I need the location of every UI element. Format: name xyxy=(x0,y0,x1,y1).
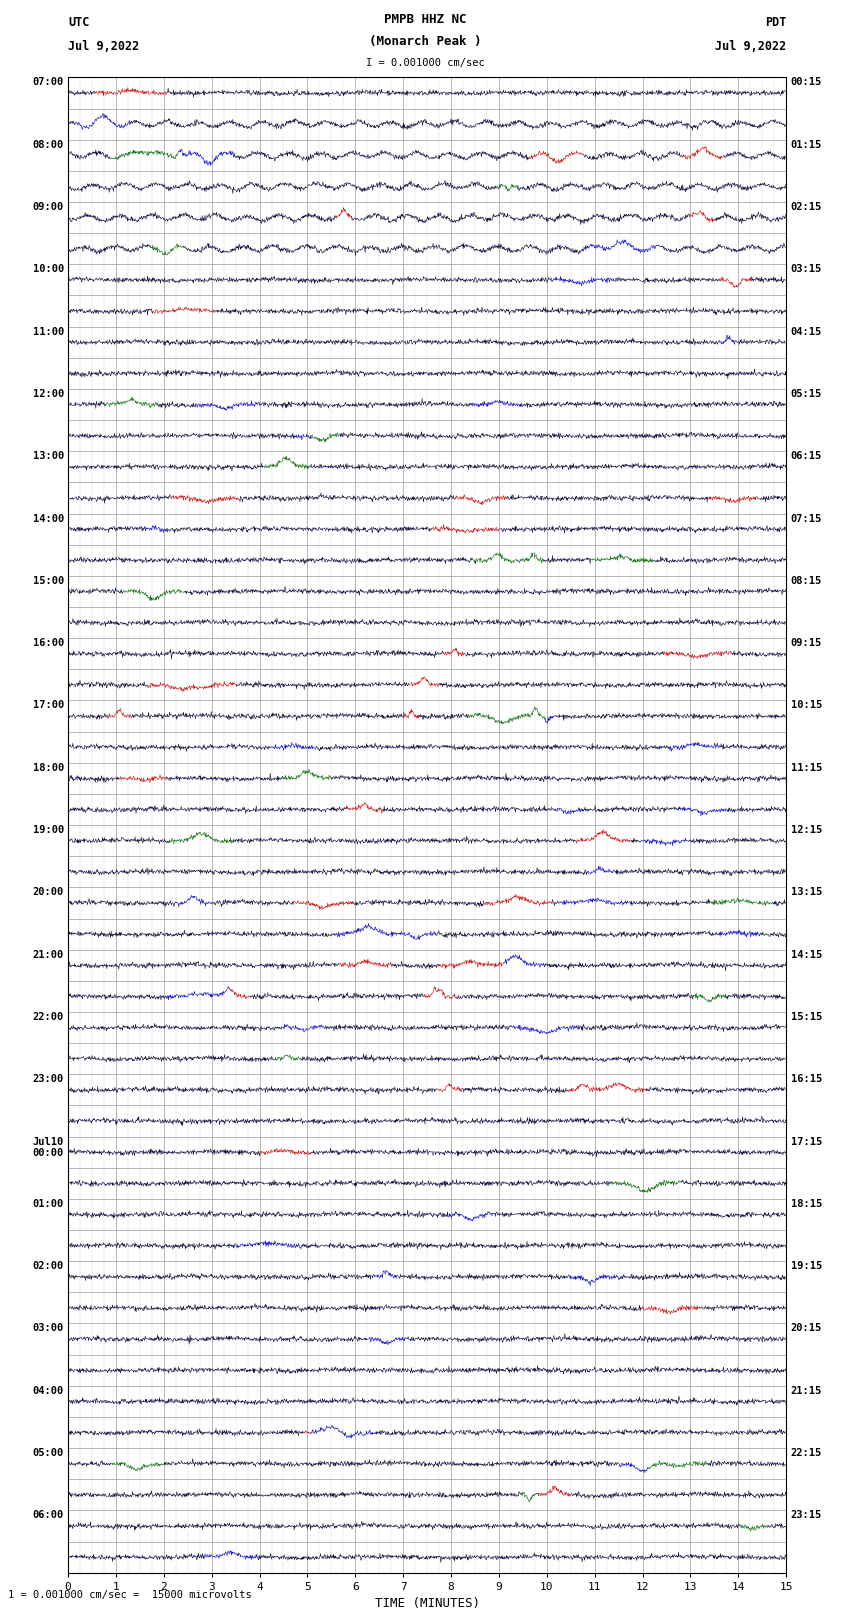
Text: 04:15: 04:15 xyxy=(790,326,822,337)
Text: 13:15: 13:15 xyxy=(790,887,822,897)
Text: 12:15: 12:15 xyxy=(790,826,822,836)
Text: 01:00: 01:00 xyxy=(32,1198,64,1208)
Text: 07:00: 07:00 xyxy=(32,77,64,87)
Text: 20:00: 20:00 xyxy=(32,887,64,897)
Text: 05:00: 05:00 xyxy=(32,1448,64,1458)
Text: 13:00: 13:00 xyxy=(32,452,64,461)
Text: 09:00: 09:00 xyxy=(32,202,64,211)
Text: 11:15: 11:15 xyxy=(790,763,822,773)
Text: 19:00: 19:00 xyxy=(32,826,64,836)
Text: 08:15: 08:15 xyxy=(790,576,822,586)
Text: 09:15: 09:15 xyxy=(790,639,822,648)
Text: 16:15: 16:15 xyxy=(790,1074,822,1084)
Text: 03:00: 03:00 xyxy=(32,1323,64,1334)
Text: 23:00: 23:00 xyxy=(32,1074,64,1084)
Text: 08:00: 08:00 xyxy=(32,140,64,150)
Text: 14:00: 14:00 xyxy=(32,513,64,524)
Text: 1 = 0.001000 cm/sec =  15000 microvolts: 1 = 0.001000 cm/sec = 15000 microvolts xyxy=(8,1590,252,1600)
Text: 16:00: 16:00 xyxy=(32,639,64,648)
Text: 00:15: 00:15 xyxy=(790,77,822,87)
Text: 22:00: 22:00 xyxy=(32,1011,64,1023)
Text: 10:00: 10:00 xyxy=(32,265,64,274)
Text: PDT: PDT xyxy=(765,16,786,29)
Text: 17:00: 17:00 xyxy=(32,700,64,710)
Text: 11:00: 11:00 xyxy=(32,326,64,337)
Text: 14:15: 14:15 xyxy=(790,950,822,960)
Text: 18:00: 18:00 xyxy=(32,763,64,773)
Text: 21:15: 21:15 xyxy=(790,1386,822,1395)
Text: 19:15: 19:15 xyxy=(790,1261,822,1271)
Text: 15:00: 15:00 xyxy=(32,576,64,586)
Text: 02:00: 02:00 xyxy=(32,1261,64,1271)
Text: 04:00: 04:00 xyxy=(32,1386,64,1395)
Text: 21:00: 21:00 xyxy=(32,950,64,960)
X-axis label: TIME (MINUTES): TIME (MINUTES) xyxy=(375,1597,479,1610)
Text: 15:15: 15:15 xyxy=(790,1011,822,1023)
Text: Jul10
00:00: Jul10 00:00 xyxy=(32,1137,64,1158)
Text: 18:15: 18:15 xyxy=(790,1198,822,1208)
Text: 01:15: 01:15 xyxy=(790,140,822,150)
Text: 05:15: 05:15 xyxy=(790,389,822,398)
Text: 02:15: 02:15 xyxy=(790,202,822,211)
Text: 03:15: 03:15 xyxy=(790,265,822,274)
Text: 22:15: 22:15 xyxy=(790,1448,822,1458)
Text: 17:15: 17:15 xyxy=(790,1137,822,1147)
Text: 20:15: 20:15 xyxy=(790,1323,822,1334)
Text: 23:15: 23:15 xyxy=(790,1510,822,1521)
Text: (Monarch Peak ): (Monarch Peak ) xyxy=(369,35,481,48)
Text: 10:15: 10:15 xyxy=(790,700,822,710)
Text: 07:15: 07:15 xyxy=(790,513,822,524)
Text: I = 0.001000 cm/sec: I = 0.001000 cm/sec xyxy=(366,58,484,68)
Text: Jul 9,2022: Jul 9,2022 xyxy=(68,40,139,53)
Text: 06:15: 06:15 xyxy=(790,452,822,461)
Text: UTC: UTC xyxy=(68,16,89,29)
Text: 12:00: 12:00 xyxy=(32,389,64,398)
Text: PMPB HHZ NC: PMPB HHZ NC xyxy=(383,13,467,26)
Text: Jul 9,2022: Jul 9,2022 xyxy=(715,40,786,53)
Text: 06:00: 06:00 xyxy=(32,1510,64,1521)
